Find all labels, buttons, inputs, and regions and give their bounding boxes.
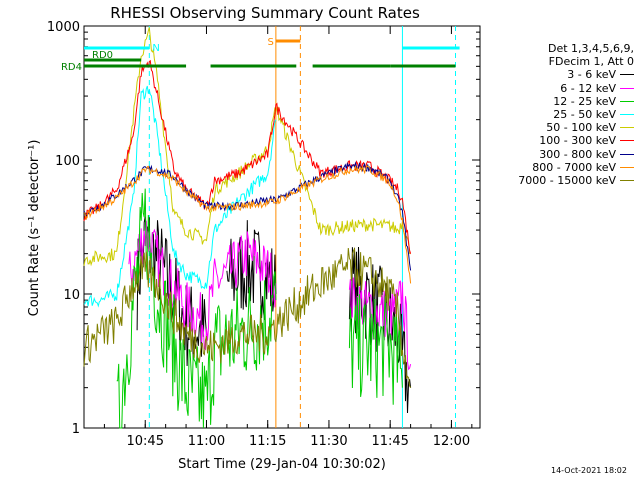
y-axis-label: Count Rate (s⁻¹ detector⁻¹) bbox=[27, 140, 42, 317]
legend-entry: 3 - 6 keV bbox=[488, 68, 634, 81]
legend-swatch bbox=[620, 114, 634, 116]
annotation-label: RD4 bbox=[61, 62, 82, 73]
y-tick-label: 1 bbox=[72, 422, 80, 437]
series-line bbox=[83, 161, 412, 271]
legend-title-line-2: FDecim 1, Att 0 bbox=[548, 55, 634, 69]
x-tick-label: 11:15 bbox=[249, 434, 286, 449]
series-line bbox=[128, 220, 277, 351]
legend: Det 1,3,4,5,6,9, FDecim 1, Att 0 3 - 6 k… bbox=[488, 42, 634, 187]
generated-date: 14-Oct-2021 18:02 bbox=[551, 466, 627, 475]
legend-title-line-1: Det 1,3,4,5,6,9, bbox=[547, 42, 634, 55]
series-line bbox=[83, 165, 412, 284]
y-tick-label: 10 bbox=[63, 288, 80, 303]
legend-swatch bbox=[620, 127, 634, 129]
legend-entry: 6 - 12 keV bbox=[488, 82, 634, 95]
legend-swatch bbox=[620, 166, 634, 168]
x-tick-label: 11:45 bbox=[371, 434, 408, 449]
chart-title: RHESSI Observing Summary Count Rates bbox=[110, 4, 420, 22]
legend-entry-label: 100 - 300 keV bbox=[539, 134, 616, 148]
legend-entry: 100 - 300 keV bbox=[488, 134, 634, 147]
series-line bbox=[83, 246, 412, 388]
legend-entry: 7000 - 15000 keV bbox=[488, 174, 634, 187]
legend-swatch bbox=[620, 153, 634, 155]
annotation-label: N bbox=[152, 43, 159, 54]
series-line bbox=[116, 188, 277, 429]
plot-frame bbox=[83, 25, 481, 429]
legend-entry-label: 300 - 800 keV bbox=[539, 147, 616, 161]
annotation-label: RD0 bbox=[92, 50, 113, 61]
y-tick-label: 1000 bbox=[47, 20, 80, 35]
x-tick-label: 11:30 bbox=[310, 434, 347, 449]
annotation-label: S bbox=[268, 37, 274, 48]
legend-entry-label: 7000 - 15000 keV bbox=[518, 173, 616, 187]
legend-entry-label: 50 - 100 keV bbox=[546, 121, 616, 135]
legend-entry-label: 25 - 50 keV bbox=[553, 107, 616, 121]
series-line bbox=[348, 277, 412, 371]
x-tick-label: 10:45 bbox=[127, 434, 164, 449]
legend-entry-label: 3 - 6 keV bbox=[567, 68, 616, 82]
legend-entry-label: 12 - 25 keV bbox=[553, 94, 616, 108]
legend-swatch bbox=[620, 179, 634, 181]
x-tick-label: 11:00 bbox=[188, 434, 225, 449]
legend-swatch bbox=[620, 74, 634, 76]
legend-entry: 12 - 25 keV bbox=[488, 95, 634, 108]
x-axis-label: Start Time (29-Jan-04 10:30:02) bbox=[178, 457, 386, 472]
legend-entry: 300 - 800 keV bbox=[488, 148, 634, 161]
legend-entry-label: 6 - 12 keV bbox=[560, 81, 616, 95]
legend-entry: 800 - 7000 keV bbox=[488, 161, 634, 174]
legend-swatch bbox=[620, 140, 634, 142]
legend-entry: 50 - 100 keV bbox=[488, 121, 634, 134]
series-line bbox=[83, 27, 411, 267]
legend-swatch bbox=[620, 100, 634, 102]
series-line bbox=[83, 85, 277, 308]
series-line bbox=[348, 294, 403, 405]
legend-entry: 25 - 50 keV bbox=[488, 108, 634, 121]
y-tick-label: 100 bbox=[55, 154, 80, 169]
legend-entry-label: 800 - 7000 keV bbox=[532, 160, 616, 174]
x-tick-label: 12:00 bbox=[433, 434, 470, 449]
legend-swatch bbox=[620, 87, 634, 89]
